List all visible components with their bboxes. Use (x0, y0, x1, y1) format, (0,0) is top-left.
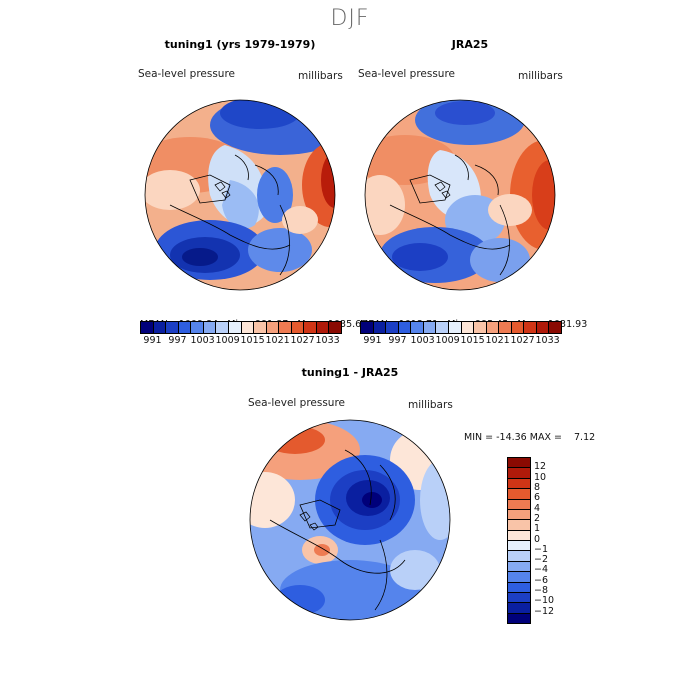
colorbar-tick-label: 1003 (190, 335, 215, 346)
colorbar-swatch (508, 508, 530, 520)
colorbar-tick-label: −2 (534, 554, 549, 566)
figure-title: DJF (330, 6, 370, 31)
colorbar-ticks-model: 991 997 1003 1009 1015 1021 1027 1033 (140, 335, 340, 347)
panel-title-model: tuning1 (yrs 1979-1979) (164, 38, 316, 51)
colorbar-tick-label: 1027 (510, 335, 535, 346)
colorbar-tick-label: 1009 (435, 335, 460, 346)
colorbar-tick-label: 991 (363, 335, 382, 346)
colorbar-swatch (278, 322, 291, 333)
colorbar-swatch (508, 581, 530, 592)
colorbar-swatch (215, 322, 228, 333)
colorbar-tick-label: −8 (534, 585, 549, 597)
colorbar-swatch (290, 322, 304, 333)
panel-title-diff: tuning1 - JRA25 (301, 366, 399, 379)
colorbar-swatch (397, 322, 411, 333)
colorbar-swatch (435, 322, 448, 333)
colorbar-swatch (152, 322, 166, 333)
colorbar-tick-label: 1 (534, 523, 541, 535)
colorbar-tick-label: 1021 (485, 335, 510, 346)
colorbar-tick-label: 1009 (215, 335, 240, 346)
colorbar-diff (507, 457, 531, 624)
colorbar-swatch (508, 550, 530, 561)
colorbar-obs (360, 321, 562, 334)
variable-label-obs: Sea-level pressure (358, 68, 456, 80)
colorbar-tick-label: −12 (534, 605, 555, 617)
colorbar-swatch (460, 322, 474, 333)
variable-label-model: Sea-level pressure (138, 68, 236, 80)
units-label-model: millibars (298, 70, 343, 82)
stat-minmax-diff: MIN = -14.36 MAX = 7.12 (464, 432, 596, 443)
colorbar-ticks-obs: 991 997 1003 1009 1015 1021 1027 1033 (360, 335, 560, 347)
colorbar-swatch (548, 322, 561, 333)
colorbar-swatch (508, 540, 530, 551)
colorbar-swatch (523, 322, 536, 333)
colorbar-tick-label: −1 (534, 543, 549, 555)
colorbar-swatch (202, 322, 216, 333)
map-model (144, 99, 336, 291)
colorbar-swatch (508, 571, 530, 582)
colorbar-swatch (265, 322, 279, 333)
colorbar-swatch (190, 322, 203, 333)
colorbar-swatch (303, 322, 316, 333)
colorbar-swatch (165, 322, 178, 333)
colorbar-swatch (508, 458, 530, 468)
colorbar-swatch (508, 477, 530, 489)
colorbar-swatch (508, 529, 530, 540)
colorbar-model (140, 321, 342, 334)
colorbar-tick-label: 6 (534, 492, 541, 504)
colorbar-swatch (227, 322, 241, 333)
colorbar-swatch (508, 602, 530, 613)
colorbar-tick-label: −10 (534, 595, 555, 607)
colorbar-tick-label: 1021 (265, 335, 290, 346)
colorbar-swatch (508, 498, 530, 509)
colorbar-tick-label: 1015 (240, 335, 265, 346)
map-obs (364, 99, 556, 291)
colorbar-swatch (508, 488, 530, 499)
colorbar-tick-label: 991 (143, 335, 162, 346)
colorbar-swatch (328, 322, 341, 333)
colorbar-swatch (361, 322, 373, 333)
colorbar-swatch (508, 560, 530, 572)
colorbar-tick-label: 8 (534, 481, 541, 493)
colorbar-tick-label: 997 (168, 335, 187, 346)
colorbar-swatch (385, 322, 398, 333)
colorbar-swatch (508, 591, 530, 603)
map-diff (249, 419, 451, 621)
colorbar-swatch (315, 322, 329, 333)
colorbar-swatch (498, 322, 511, 333)
units-label-obs: millibars (518, 70, 563, 82)
colorbar-swatch (447, 322, 461, 333)
colorbar-tick-label: 4 (534, 502, 541, 514)
colorbar-swatch (141, 322, 153, 333)
colorbar-tick-label: 1033 (315, 335, 340, 346)
colorbar-swatch (485, 322, 499, 333)
colorbar-swatch (253, 322, 266, 333)
colorbar-tick-label: 1027 (290, 335, 315, 346)
colorbar-tick-label: 10 (534, 471, 547, 483)
colorbar-tick-label: 1033 (535, 335, 560, 346)
colorbar-tick-label: 1003 (410, 335, 435, 346)
colorbar-tick-label: −4 (534, 564, 549, 576)
colorbar-swatch (410, 322, 423, 333)
colorbar-swatch (177, 322, 191, 333)
colorbar-swatch (510, 322, 524, 333)
variable-label-diff: Sea-level pressure (248, 397, 346, 409)
colorbar-tick-label: 12 (534, 461, 547, 473)
colorbar-tick-label: 997 (388, 335, 407, 346)
colorbar-swatch (240, 322, 254, 333)
units-label-diff: millibars (408, 399, 453, 411)
colorbar-swatch (372, 322, 386, 333)
panel-title-obs: JRA25 (451, 38, 489, 51)
colorbar-tick-label: 2 (534, 512, 541, 524)
colorbar-swatch (422, 322, 436, 333)
colorbar-swatch (535, 322, 549, 333)
colorbar-swatch (508, 467, 530, 478)
colorbar-tick-label: 1015 (460, 335, 485, 346)
colorbar-swatch (473, 322, 486, 333)
colorbar-ticks-diff: 12 10 8 6 4 2 1 0 −1 −2 −4 −6 −8 −10 −12 (534, 457, 574, 622)
colorbar-tick-label: 0 (534, 533, 541, 545)
colorbar-swatch (508, 519, 530, 530)
colorbar-tick-label: −6 (534, 574, 549, 586)
colorbar-swatch (508, 612, 530, 623)
